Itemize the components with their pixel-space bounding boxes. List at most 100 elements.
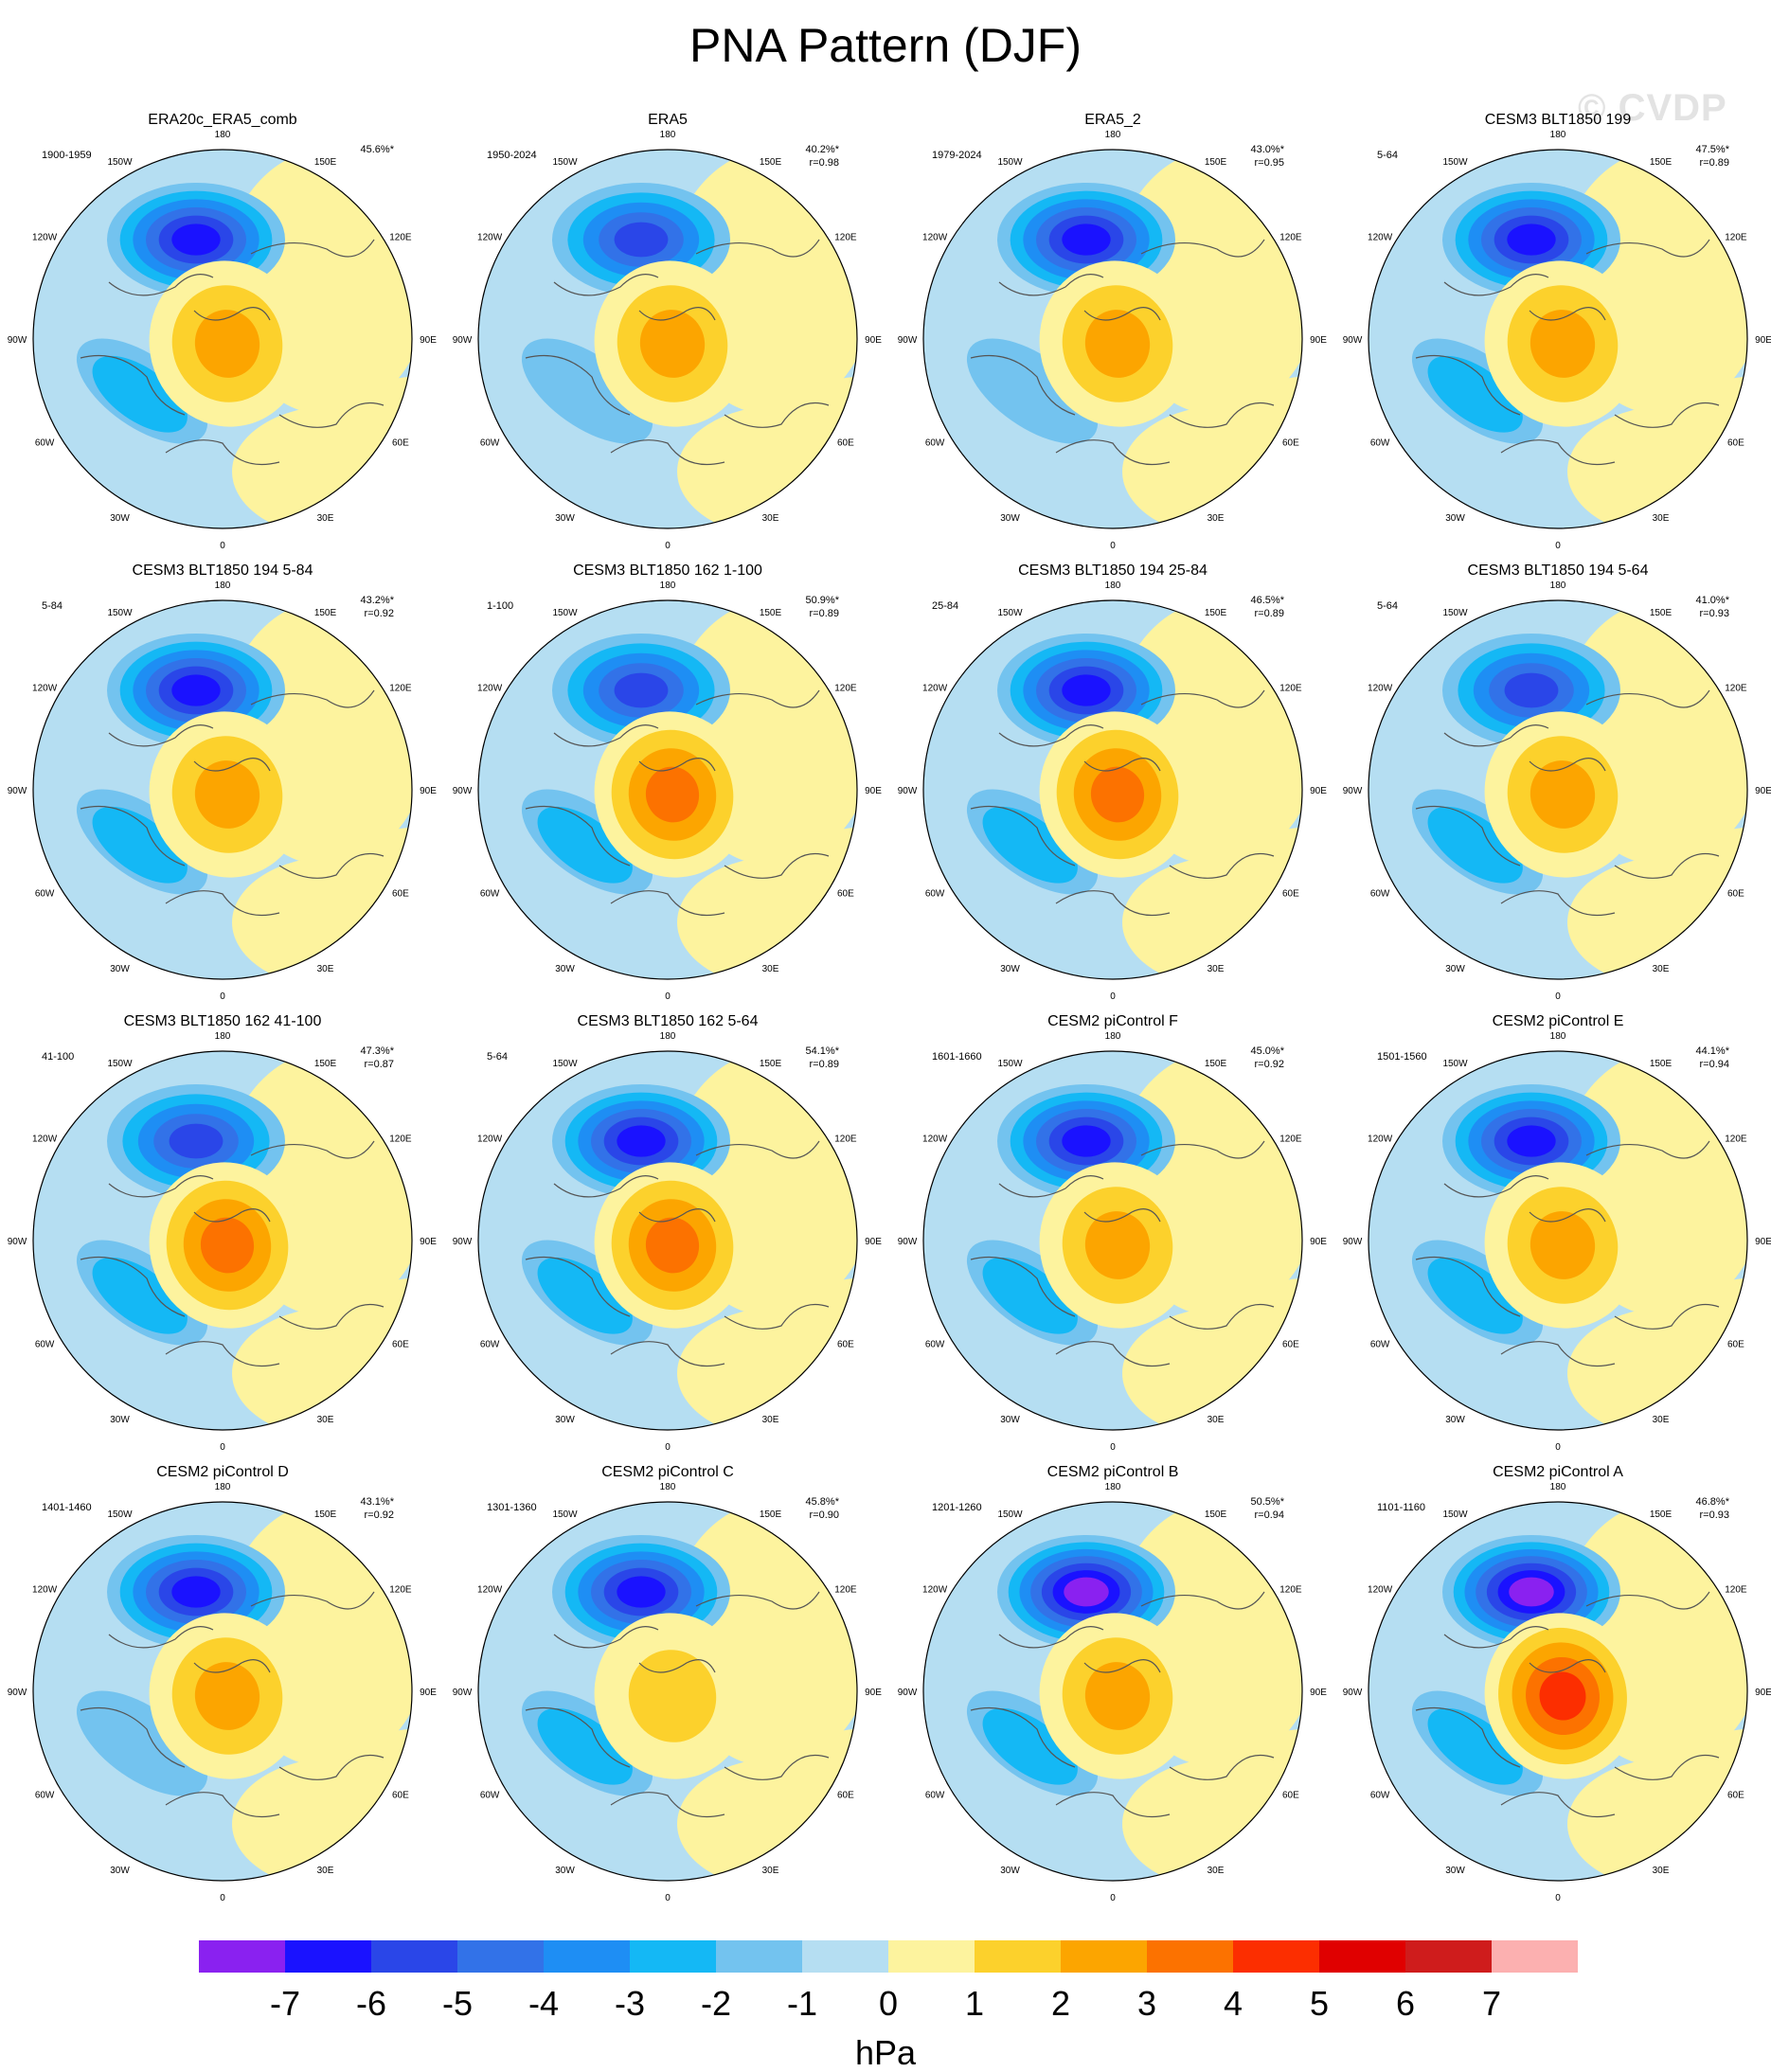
longitude-label: 180 (215, 1031, 231, 1042)
longitude-label: 30W (1000, 1415, 1020, 1425)
colorbar-tick-label: -6 (356, 1984, 386, 2023)
coastline (525, 354, 631, 416)
coastline (970, 1706, 1076, 1768)
longitude-label: 0 (220, 1442, 225, 1453)
coastline (525, 1706, 631, 1768)
map-panel: ERA5_2 180 150E 120E 90E 60E 30E 0 30W 60W 90W 120W… (890, 112, 1335, 562)
colorbar-tick-label: -7 (270, 1984, 300, 2023)
contour-negative (1427, 806, 1523, 884)
longitude-label: 30E (1653, 1415, 1670, 1425)
contour-negative (92, 355, 188, 433)
map-boundary (32, 1050, 413, 1431)
longitude-label: 30E (317, 964, 334, 974)
longitude-label: 60E (837, 1791, 854, 1801)
period-label: 1501-1560 (1377, 1051, 1427, 1063)
contour-negative (1427, 1257, 1523, 1334)
longitude-label: 0 (1555, 541, 1561, 551)
longitude-label: 180 (660, 1031, 676, 1042)
longitude-label: 60W (1370, 438, 1390, 449)
coastline (250, 1591, 375, 1610)
panel-title: CESM2 piControl A (1493, 1464, 1623, 1480)
polar-map: 180 150E 120E 90E 60E 30E 0 30W 60W 90W 120W 150W (8, 581, 438, 1002)
coastline (695, 1140, 820, 1159)
coastline (553, 1626, 659, 1649)
longitude-label: 60W (35, 1340, 55, 1350)
longitude-label: 120W (1368, 1585, 1393, 1596)
longitude-label: 120E (834, 1585, 857, 1596)
longitude-label: 90E (420, 786, 437, 796)
longitude-label: 30W (1445, 964, 1465, 974)
longitude-label: 90E (1310, 786, 1327, 796)
colorbar-tick-label: -1 (787, 1984, 817, 2023)
contour-positive (200, 1217, 255, 1274)
longitude-label: 60W (480, 1340, 500, 1350)
longitude-label: 60E (392, 1340, 409, 1350)
colorbar-tick-label: 2 (1051, 1984, 1070, 2023)
coastline (970, 354, 1076, 416)
map-panel: CESM3 BLT1850 162 5-64 180 150E 120E 90E 60E 3… (445, 1013, 890, 1463)
contour-negative (171, 674, 221, 706)
longitude-label: 30W (555, 964, 575, 974)
longitude-label: 150E (1650, 608, 1673, 618)
longitude-label: 0 (1110, 541, 1116, 551)
longitude-label: 60W (35, 438, 55, 449)
contour-negative (1427, 355, 1523, 433)
contour-positive (1539, 1671, 1586, 1721)
longitude-label: 30E (317, 1866, 334, 1876)
coastline (250, 689, 375, 708)
coastline (1169, 1754, 1275, 1780)
coastline (1140, 1591, 1265, 1610)
longitude-label: 0 (1110, 1893, 1116, 1903)
contour-negative (171, 223, 221, 256)
longitude-label: 30E (1653, 964, 1670, 974)
longitude-label: 30W (110, 964, 130, 974)
longitude-label: 150W (107, 608, 133, 618)
contour-positive (194, 760, 260, 829)
longitude-label: 150W (1442, 608, 1468, 618)
contour-positive (194, 1662, 260, 1730)
longitude-label: 30E (317, 513, 334, 524)
longitude-label: 0 (1110, 991, 1116, 1002)
map-boundary (922, 1050, 1303, 1431)
polar-map: 180 150E 120E 90E 60E 30E 0 30W 60W 90W 120W 150W (453, 1031, 883, 1453)
longitude-label: 60W (925, 1340, 945, 1350)
period-label: 1201-1260 (932, 1502, 982, 1513)
longitude-label: 0 (665, 541, 671, 551)
colorbar-tick-label: -5 (442, 1984, 473, 2023)
longitude-label: 30W (1445, 1415, 1465, 1425)
contour-negative (1064, 1577, 1109, 1607)
map-boundary (32, 599, 413, 980)
coastline (80, 354, 186, 416)
longitude-label: 150W (552, 1059, 578, 1069)
longitude-label: 30W (1000, 513, 1020, 524)
colorbar-swatch (888, 1940, 975, 1973)
positive-band (677, 1307, 857, 1430)
coastline (970, 805, 1076, 866)
variance-label: 54.1%* (805, 1045, 839, 1057)
longitude-label: 90E (420, 335, 437, 346)
longitude-label: 150W (997, 1509, 1023, 1520)
longitude-label: 120E (1725, 233, 1747, 243)
polar-map: 180 150E 120E 90E 60E 30E 0 30W 60W 90W 120W 150W (898, 1482, 1328, 1903)
coastline (1140, 1140, 1265, 1159)
longitude-label: 60E (1727, 1340, 1744, 1350)
coastline (1083, 1659, 1161, 1673)
longitude-label: 120W (922, 1134, 948, 1145)
correlation-label: r=0.93 (1699, 608, 1730, 619)
variance-label: 50.9%* (805, 595, 839, 606)
longitude-label: 90E (1755, 786, 1771, 796)
coastline (1529, 307, 1606, 321)
longitude-label: 30W (555, 1415, 575, 1425)
colorbar-tick-label: 4 (1224, 1984, 1243, 2023)
contour-positive (1090, 766, 1145, 823)
longitude-label: 150E (1205, 1509, 1227, 1520)
period-label: 1401-1460 (42, 1502, 92, 1513)
variance-label: 46.8%* (1695, 1496, 1729, 1508)
positive-band (1122, 1307, 1302, 1430)
longitude-label: 150W (552, 157, 578, 168)
coastline (610, 1341, 725, 1367)
coastline (610, 890, 725, 917)
longitude-label: 30W (555, 513, 575, 524)
contour-negative (982, 1257, 1078, 1334)
longitude-label: 90W (8, 1237, 27, 1247)
